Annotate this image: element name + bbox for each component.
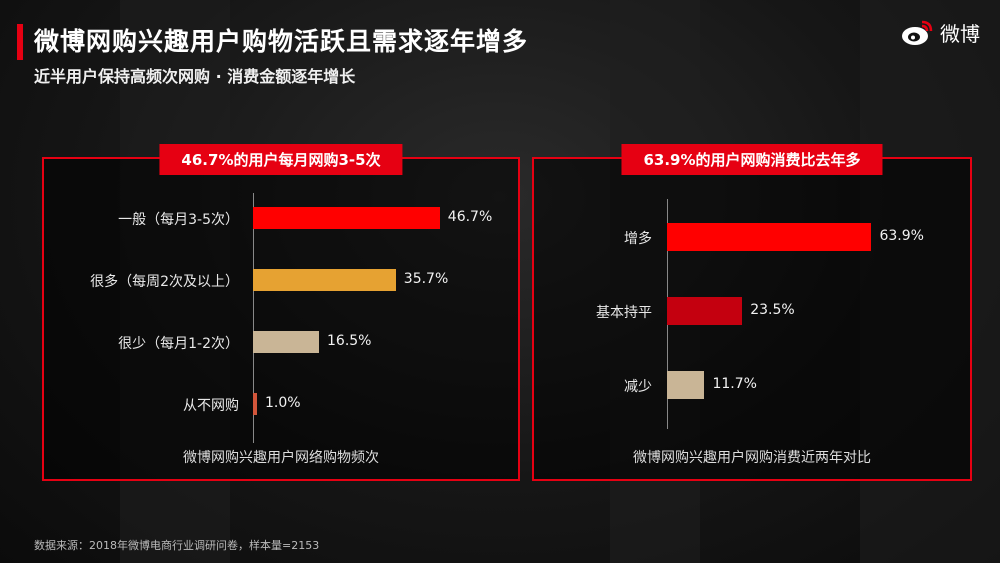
weibo-eye-icon: [902, 20, 933, 45]
spending-chart-caption: 微博网购兴趣用户网购消费近两年对比: [633, 450, 871, 466]
data-source-note: 数据来源：2018年微博电商行业调研问卷，样本量=2153: [34, 539, 320, 552]
frequency-category-label: 从不网购: [183, 398, 239, 414]
title-accent-bar: [17, 24, 23, 60]
spending-value-label: 23.5%: [750, 302, 795, 318]
frequency-bar: [253, 269, 396, 291]
spending-value-label: 11.7%: [712, 376, 757, 392]
frequency-chart-axis: [253, 193, 254, 443]
spending-chart-panel: 63.9%的用户网购消费比去年多 微博网购兴趣用户网购消费近两年对比 增多 63.…: [532, 144, 972, 481]
frequency-value-label: 35.7%: [403, 271, 449, 287]
frequency-bar: [253, 331, 319, 353]
spending-value-label: 63.9%: [879, 228, 924, 244]
frequency-chart-caption: 微博网购兴趣用户网络购物频次: [183, 450, 379, 466]
frequency-chart-panel: 46.7%的用户每月网购3-5次 微博网购兴趣用户网络购物频次 一般（每月3-5…: [42, 144, 520, 481]
frequency-bar: [253, 393, 257, 415]
frequency-category-label: 一般（每月3-5次）: [118, 212, 239, 228]
frequency-value-label: 16.5%: [327, 333, 372, 349]
page-title: 微博网购兴趣用户购物活跃且需求逐年增多: [34, 27, 529, 56]
frequency-category-label: 很多（每周2次及以上）: [90, 274, 239, 290]
spending-bar: [667, 371, 705, 399]
spending-bar: [667, 223, 872, 251]
frequency-bar: [253, 207, 440, 229]
frequency-value-label: 46.7%: [447, 209, 493, 225]
frequency-chart-header: 46.7%的用户每月网购3-5次: [159, 144, 403, 175]
logo-text: 微博: [940, 22, 980, 46]
spending-chart-header: 63.9%的用户网购消费比去年多: [621, 144, 883, 175]
spending-category-label: 基本持平: [596, 305, 652, 321]
spending-category-label: 减少: [624, 379, 652, 395]
spending-category-label: 增多: [624, 231, 652, 247]
weibo-logo: 微博: [900, 18, 980, 47]
frequency-category-label: 很少（每月1-2次）: [118, 336, 239, 352]
page-subtitle: 近半用户保持高频次网购 · 消费金额逐年增长: [34, 67, 356, 86]
spending-bar: [667, 297, 743, 325]
frequency-value-label: 1.0%: [265, 395, 301, 411]
